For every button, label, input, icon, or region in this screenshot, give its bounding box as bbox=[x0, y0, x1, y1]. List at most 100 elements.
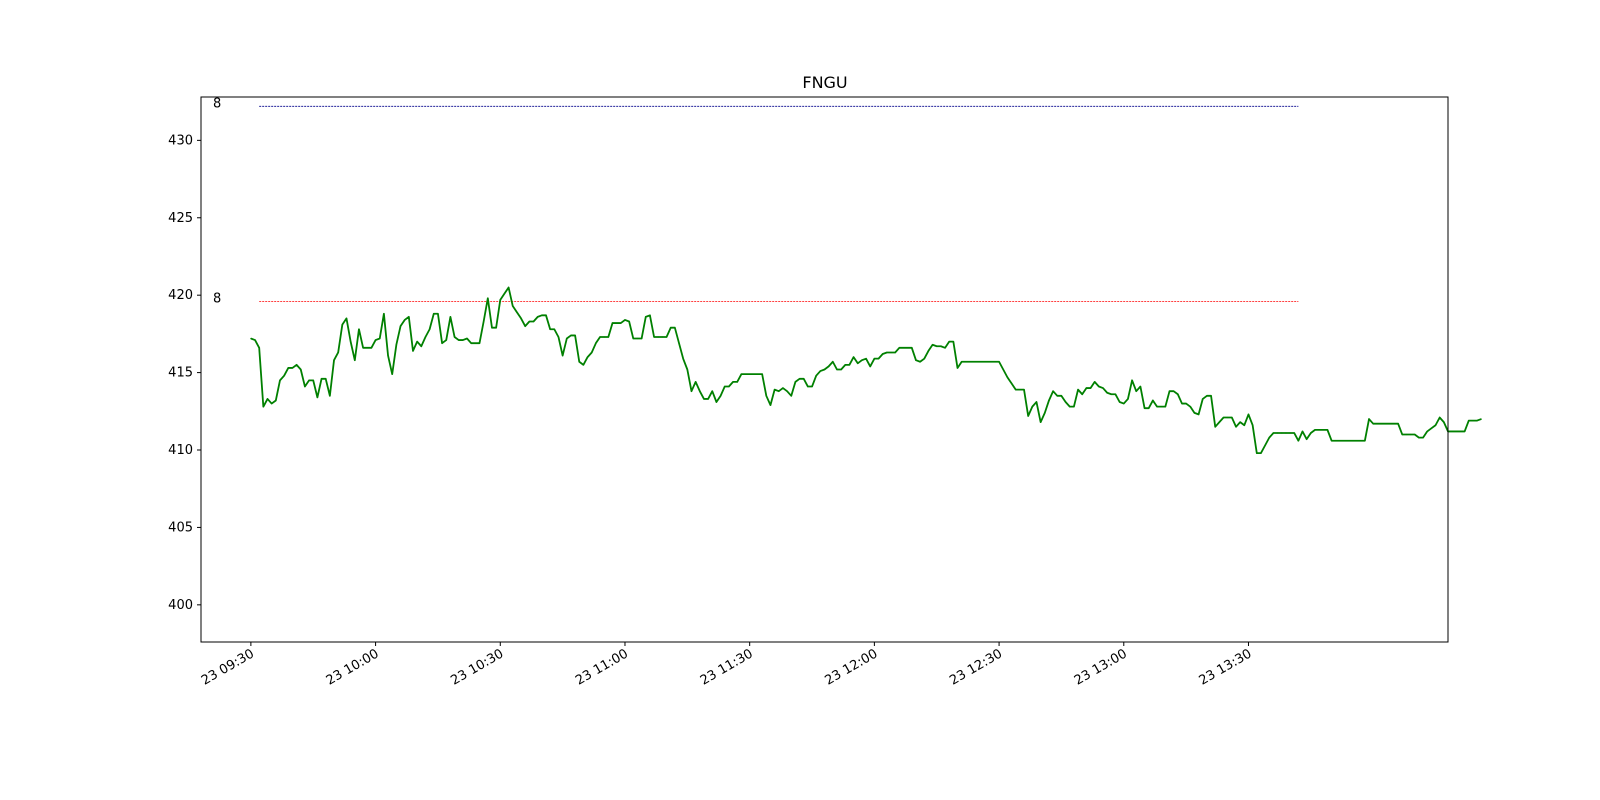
data-point bbox=[782, 387, 784, 389]
data-point bbox=[711, 390, 713, 392]
data-point bbox=[936, 345, 938, 347]
data-point bbox=[902, 347, 905, 349]
data-point bbox=[266, 398, 269, 400]
data-point bbox=[1318, 429, 1320, 431]
data-point bbox=[296, 364, 298, 366]
data-point bbox=[1064, 401, 1067, 403]
data-point bbox=[1231, 416, 1233, 419]
data-point bbox=[774, 389, 776, 391]
data-point bbox=[512, 305, 514, 307]
data-point bbox=[291, 367, 294, 369]
data-point bbox=[715, 401, 718, 403]
data-point bbox=[566, 337, 568, 340]
data-point bbox=[707, 398, 709, 400]
data-point bbox=[728, 385, 730, 388]
data-point bbox=[940, 345, 942, 347]
data-point bbox=[462, 339, 464, 341]
y-tick-label: 430 bbox=[168, 133, 193, 148]
data-point bbox=[395, 344, 397, 346]
data-point bbox=[520, 317, 522, 320]
data-point bbox=[990, 361, 992, 363]
data-point bbox=[977, 361, 979, 363]
data-point bbox=[1048, 399, 1050, 402]
data-point bbox=[599, 336, 601, 338]
data-point bbox=[778, 390, 780, 392]
data-point bbox=[445, 339, 447, 341]
data-point bbox=[674, 327, 676, 329]
data-point bbox=[528, 320, 530, 323]
data-point bbox=[1152, 399, 1154, 402]
reference-lines: 88 bbox=[213, 96, 1299, 306]
data-point bbox=[391, 373, 393, 375]
y-tick-label: 400 bbox=[168, 598, 193, 613]
data-point bbox=[1351, 440, 1353, 442]
data-point bbox=[832, 361, 834, 363]
data-point bbox=[911, 347, 913, 349]
data-point bbox=[366, 347, 368, 349]
data-point bbox=[304, 385, 306, 388]
data-point bbox=[1210, 395, 1212, 397]
data-point bbox=[719, 395, 722, 397]
data-point bbox=[624, 319, 626, 321]
data-point bbox=[1060, 395, 1063, 397]
data-point bbox=[699, 390, 701, 392]
y-tick-label: 420 bbox=[168, 288, 193, 303]
data-point bbox=[1405, 433, 1408, 436]
data-point bbox=[1156, 406, 1158, 408]
data-point bbox=[275, 399, 277, 402]
data-point bbox=[329, 395, 331, 397]
data-point bbox=[308, 379, 310, 381]
data-point bbox=[499, 299, 501, 301]
data-point bbox=[1430, 427, 1432, 429]
data-point bbox=[1239, 421, 1241, 423]
data-point bbox=[1081, 393, 1083, 395]
data-point bbox=[923, 358, 925, 360]
y-tick-label: 425 bbox=[168, 211, 193, 226]
data-point bbox=[1094, 381, 1096, 383]
data-point bbox=[786, 390, 788, 392]
data-point bbox=[316, 396, 318, 398]
data-point bbox=[1010, 382, 1013, 385]
data-point bbox=[271, 402, 273, 405]
data-point bbox=[724, 385, 726, 388]
data-point bbox=[678, 342, 680, 344]
data-point bbox=[645, 316, 647, 318]
data-point bbox=[1206, 395, 1208, 397]
data-point bbox=[790, 395, 792, 397]
data-point bbox=[1148, 407, 1150, 409]
data-point bbox=[695, 381, 697, 383]
y-axis: 400 405 410 415 420 425 430 bbox=[168, 133, 201, 613]
data-point bbox=[1285, 432, 1287, 434]
data-point bbox=[408, 316, 410, 318]
data-point bbox=[661, 336, 663, 338]
data-point bbox=[441, 342, 443, 344]
data-point bbox=[345, 317, 348, 320]
data-point bbox=[807, 385, 809, 388]
data-point bbox=[961, 361, 963, 363]
data-point bbox=[1310, 432, 1312, 434]
data-point bbox=[537, 316, 539, 318]
data-point bbox=[453, 336, 456, 338]
data-point bbox=[1297, 440, 1299, 442]
data-point bbox=[1189, 406, 1191, 408]
data-point bbox=[1380, 423, 1383, 425]
data-point bbox=[732, 381, 734, 383]
data-point bbox=[1119, 401, 1121, 403]
data-point bbox=[877, 358, 880, 360]
data-point bbox=[503, 293, 506, 295]
data-point bbox=[1434, 424, 1437, 426]
data-point bbox=[1322, 429, 1324, 431]
data-point bbox=[803, 378, 805, 380]
data-point bbox=[1069, 406, 1071, 408]
data-point bbox=[1160, 406, 1162, 408]
data-point bbox=[1393, 423, 1395, 425]
data-point bbox=[620, 322, 622, 324]
data-point bbox=[591, 351, 593, 354]
data-point bbox=[861, 359, 863, 361]
data-point bbox=[769, 404, 772, 406]
data-point bbox=[1418, 437, 1420, 439]
y-tick-label: 410 bbox=[168, 443, 193, 458]
data-point bbox=[628, 320, 630, 323]
data-point bbox=[1252, 424, 1254, 426]
